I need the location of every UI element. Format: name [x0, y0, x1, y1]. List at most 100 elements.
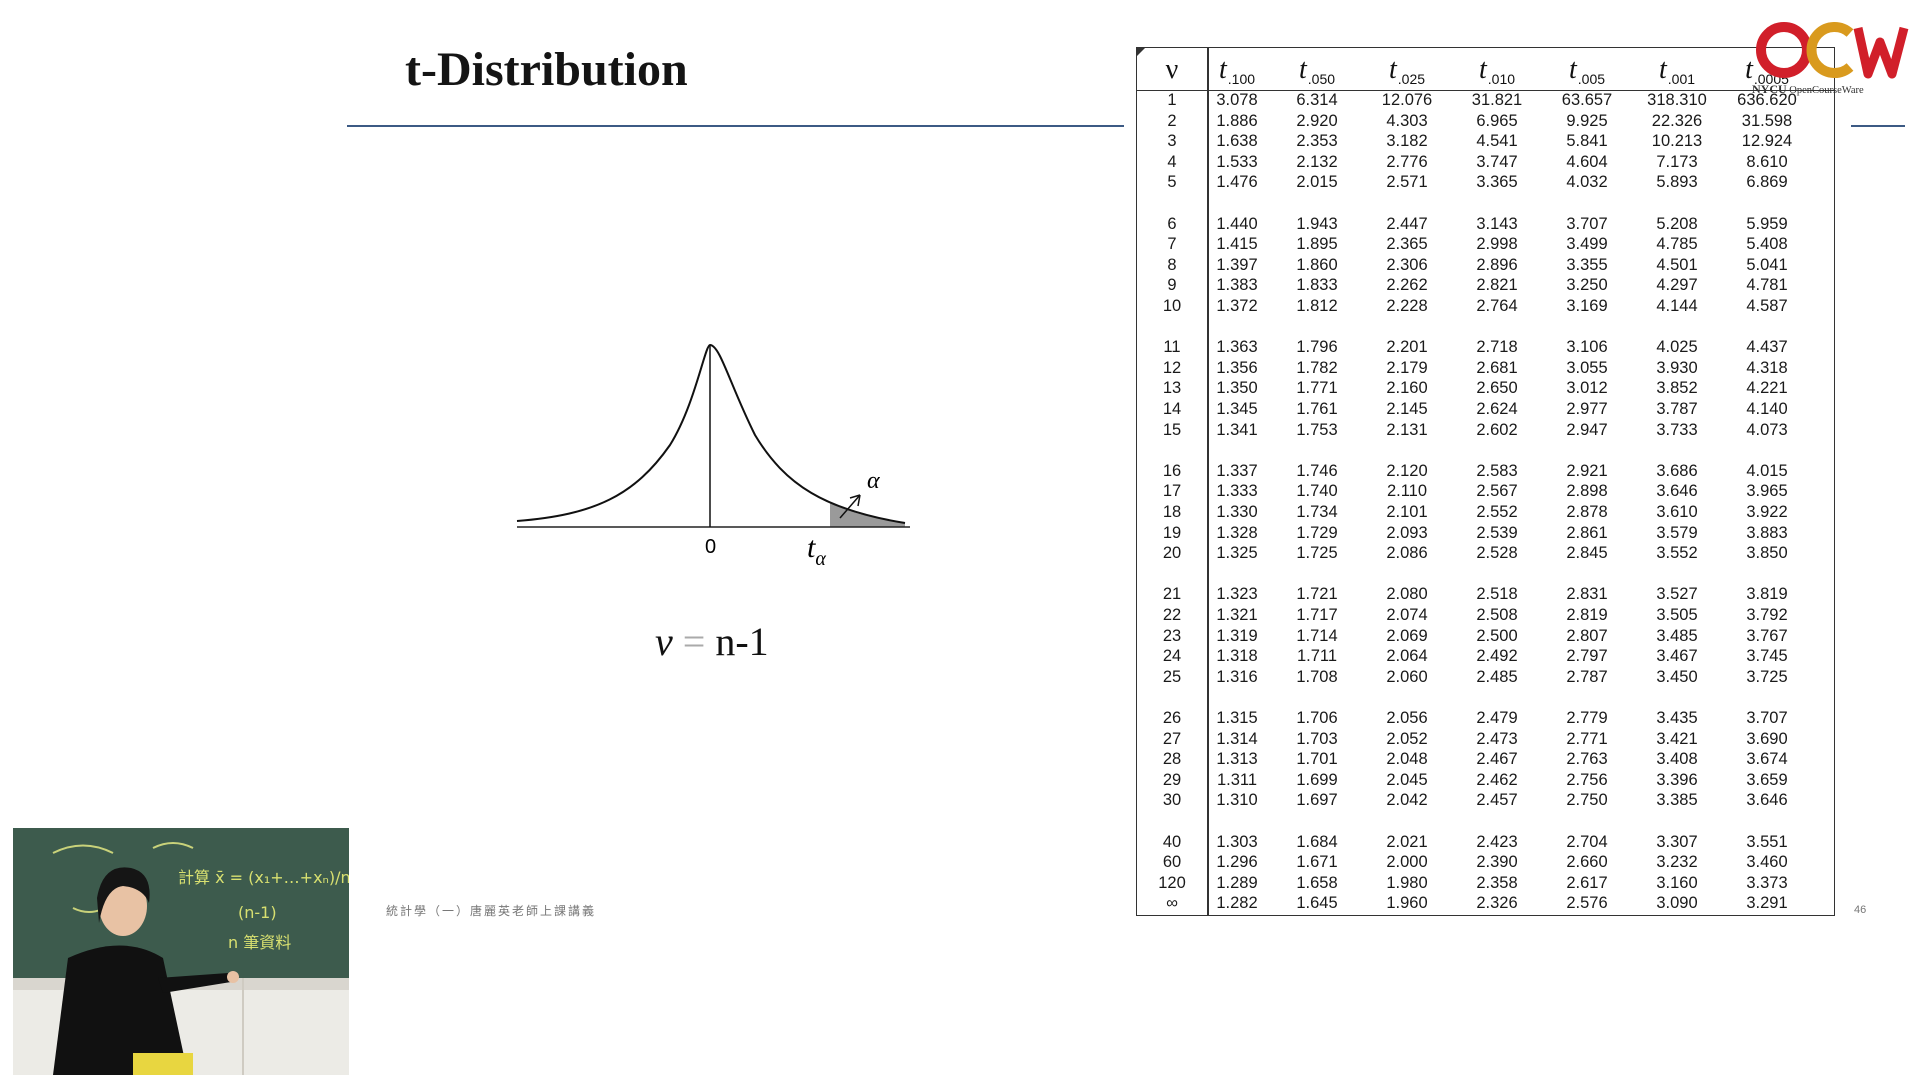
value-cell: 5.959 [1746, 214, 1788, 233]
value-cell: 3.485 [1656, 626, 1698, 645]
value-cell: 2.479 [1476, 709, 1518, 727]
value-cell: 2.326 [1476, 894, 1518, 913]
value-cell: 3.767 [1746, 626, 1788, 645]
value-cell: 2.120 [1386, 461, 1428, 480]
value-cell: 2.571 [1386, 173, 1428, 192]
table-row: 28 1.313 1.701 2.048 2.467 2.763 3.408 3.674 [1137, 750, 1834, 770]
value-cell: 1.960 [1386, 894, 1428, 913]
value-cell: 1.812 [1296, 297, 1338, 315]
table-row: 1 3.078 6.314 12.076 31.821 63.657 318.310 636.… [1137, 91, 1834, 111]
value-cell: 2.624 [1476, 400, 1518, 418]
value-cell: 2.228 [1386, 297, 1428, 315]
value-cell: 2.718 [1476, 338, 1518, 357]
nu-cell: 27 [1162, 729, 1182, 748]
value-cell: 3.930 [1656, 358, 1698, 377]
value-cell: 1.328 [1216, 523, 1258, 542]
value-cell: 2.681 [1476, 358, 1518, 377]
value-cell: 1.671 [1296, 853, 1338, 872]
value-cell: 1.372 [1216, 297, 1258, 315]
value-cell: 1.711 [1296, 647, 1338, 666]
nu-cell: 120 [1158, 873, 1186, 892]
value-cell: 3.232 [1656, 853, 1698, 872]
table-row: 15 1.341 1.753 2.131 2.602 2.947 3.733 4.073 [1137, 421, 1834, 441]
value-cell: 1.833 [1296, 276, 1338, 295]
value-cell: 4.781 [1746, 276, 1788, 295]
value-cell: 3.883 [1746, 523, 1788, 542]
value-cell: 3.291 [1746, 894, 1788, 913]
nu-cell: 8 [1167, 255, 1177, 274]
speaker-video[interactable]: 計算 x̄ = (x₁+…+xₙ)/n (n-1) n 筆資料 [13, 828, 349, 1075]
table-row: 13 1.350 1.771 2.160 2.650 3.012 3.852 4.221 [1137, 379, 1834, 399]
alpha-header-t: t [1298, 54, 1307, 85]
value-cell: 5.041 [1746, 255, 1788, 274]
value-cell: 2.947 [1566, 420, 1608, 439]
logo-text: NYCU OpenCourseWare [1752, 82, 1864, 97]
value-cell: 1.303 [1216, 832, 1258, 851]
nu-cell: 16 [1162, 461, 1182, 480]
value-cell: 1.415 [1216, 235, 1258, 254]
value-cell: 1.318 [1216, 647, 1258, 666]
value-cell: 2.492 [1476, 647, 1518, 666]
value-cell: 3.922 [1746, 503, 1788, 521]
value-cell: 1.289 [1216, 873, 1258, 892]
value-cell: 3.646 [1656, 482, 1698, 501]
value-cell: 2.093 [1386, 523, 1428, 542]
table-row: 10 1.372 1.812 2.228 2.764 3.169 4.144 4.587 [1137, 297, 1834, 317]
value-cell: 3.365 [1476, 173, 1518, 192]
value-cell: 3.396 [1656, 770, 1698, 789]
value-cell: 2.074 [1386, 606, 1428, 624]
value-cell: 3.527 [1656, 585, 1698, 604]
value-cell: 2.262 [1386, 276, 1428, 295]
alpha-header-sub: .010 [1487, 71, 1516, 87]
value-cell: 3.250 [1566, 276, 1608, 295]
value-cell: 2.000 [1386, 853, 1428, 872]
board-text-1: 計算 x̄ = (x₁+…+xₙ)/n [178, 868, 349, 887]
value-cell: 3.747 [1476, 152, 1518, 171]
alpha-header-t: t [1388, 54, 1397, 85]
table-row: 120 1.289 1.658 1.980 2.358 2.617 3.160 3.373 [1137, 874, 1834, 894]
value-cell: 1.658 [1296, 873, 1338, 892]
alpha-header-t: t [1658, 54, 1667, 85]
value-cell: 2.358 [1476, 873, 1518, 892]
value-cell: 3.090 [1656, 894, 1698, 913]
table-row: 3 1.638 2.353 3.182 4.541 5.841 10.213 12.924 [1137, 132, 1834, 152]
table-row: ∞ 1.282 1.645 1.960 2.326 2.576 3.090 3.291 [1137, 894, 1834, 914]
value-cell: 1.725 [1296, 544, 1338, 563]
table-row: 30 1.310 1.697 2.042 2.457 2.750 3.385 3.646 [1137, 791, 1834, 811]
value-cell: 2.485 [1476, 667, 1518, 686]
value-cell: 2.763 [1566, 750, 1608, 769]
value-cell: 3.610 [1656, 503, 1698, 521]
logo-o-icon [1756, 22, 1812, 78]
value-cell: 2.539 [1476, 523, 1518, 542]
table-row: 6 1.440 1.943 2.447 3.143 3.707 5.208 5.959 [1137, 215, 1834, 235]
value-cell: 3.182 [1386, 132, 1428, 151]
value-cell: 2.787 [1566, 667, 1608, 686]
value-cell: 10.213 [1651, 132, 1703, 151]
value-cell: 12.076 [1381, 91, 1433, 109]
value-cell: 3.792 [1746, 606, 1788, 624]
value-cell: 1.706 [1296, 709, 1338, 727]
value-cell: 3.078 [1216, 91, 1258, 109]
value-cell: 2.617 [1566, 873, 1608, 892]
table-row: 25 1.316 1.708 2.060 2.485 2.787 3.450 3.725 [1137, 668, 1834, 688]
value-cell: 2.423 [1476, 832, 1518, 851]
value-cell: 1.708 [1296, 667, 1338, 686]
value-cell: 3.373 [1746, 873, 1788, 892]
logo-brand: NYCU [1752, 82, 1787, 96]
value-cell: 1.729 [1296, 523, 1338, 542]
value-cell: 31.598 [1741, 111, 1793, 130]
value-cell: 3.787 [1656, 400, 1698, 418]
nu-cell: 28 [1162, 750, 1182, 769]
value-cell: 1.440 [1216, 214, 1258, 233]
table-row: 11 1.363 1.796 2.201 2.718 3.106 4.025 4.437 [1137, 338, 1834, 358]
value-cell: 4.025 [1656, 338, 1698, 357]
table-row: 60 1.296 1.671 2.000 2.390 2.660 3.232 3.460 [1137, 853, 1834, 873]
t-alpha-label: tα [807, 531, 826, 565]
shaded-tail [830, 502, 905, 527]
value-cell: 4.221 [1746, 379, 1788, 398]
value-cell: 636.620 [1737, 91, 1797, 109]
value-cell: 3.106 [1566, 338, 1608, 357]
value-cell: 3.421 [1656, 729, 1698, 748]
nu-cell: 29 [1162, 770, 1182, 789]
value-cell: 2.764 [1476, 297, 1518, 315]
